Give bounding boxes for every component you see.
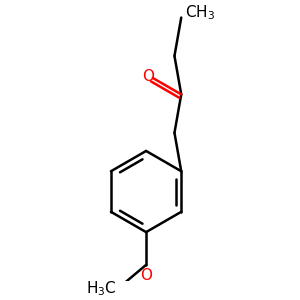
Text: H$_3$C: H$_3$C bbox=[85, 280, 116, 298]
Text: O: O bbox=[140, 268, 152, 283]
Text: O: O bbox=[142, 69, 154, 84]
Text: CH$_3$: CH$_3$ bbox=[185, 4, 215, 22]
